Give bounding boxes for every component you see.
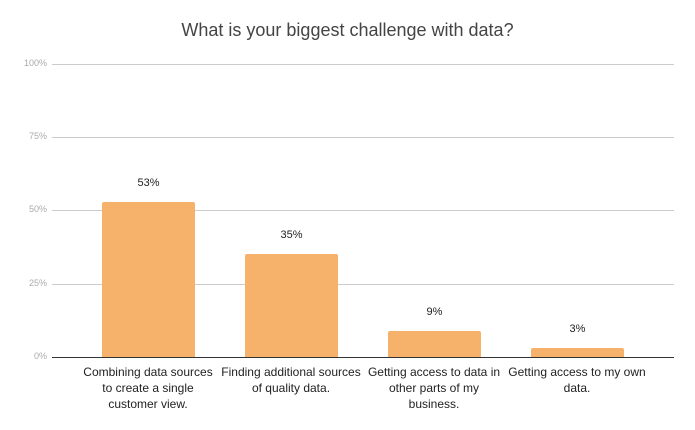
- y-tick-50: 50%: [28, 204, 47, 214]
- chart-title: What is your biggest challenge with data…: [181, 20, 514, 40]
- x-category-label-3: Getting access to my own data.: [508, 365, 646, 395]
- bar-0: [102, 202, 195, 357]
- bar-value-label-0: 53%: [137, 177, 160, 189]
- bar-2: [388, 331, 481, 357]
- x-category-label-2: Getting access to data in other parts of…: [367, 365, 501, 411]
- y-tick-100: 100%: [23, 58, 47, 68]
- y-tick-25: 25%: [28, 278, 47, 288]
- x-category-label-0: Combining data sources to create a singl…: [83, 365, 213, 411]
- bar-value-label-1: 35%: [280, 229, 303, 241]
- bar-3: [531, 348, 624, 357]
- x-axis-baseline: [52, 357, 674, 358]
- bar-value-label-2: 9%: [426, 306, 443, 318]
- bar-value-label-3: 3%: [569, 323, 586, 335]
- x-category-label-1: Finding additional sources of quality da…: [221, 365, 361, 395]
- bar-1: [245, 254, 338, 357]
- y-tick-75: 75%: [28, 131, 47, 141]
- gridline-50: [52, 210, 674, 211]
- y-tick-0: 0%: [33, 351, 47, 361]
- gridline-25: [52, 284, 674, 285]
- gridline-100: [52, 64, 674, 65]
- gridline-75: [52, 137, 674, 138]
